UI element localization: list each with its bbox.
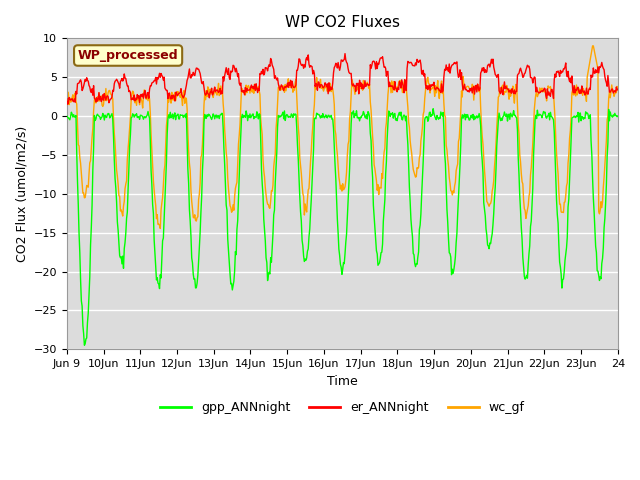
- Text: WP_processed: WP_processed: [78, 49, 179, 62]
- Legend: gpp_ANNnight, er_ANNnight, wc_gf: gpp_ANNnight, er_ANNnight, wc_gf: [155, 396, 530, 419]
- Title: WP CO2 Fluxes: WP CO2 Fluxes: [285, 15, 400, 30]
- Y-axis label: CO2 Flux (umol/m2/s): CO2 Flux (umol/m2/s): [15, 126, 28, 262]
- X-axis label: Time: Time: [327, 374, 358, 387]
